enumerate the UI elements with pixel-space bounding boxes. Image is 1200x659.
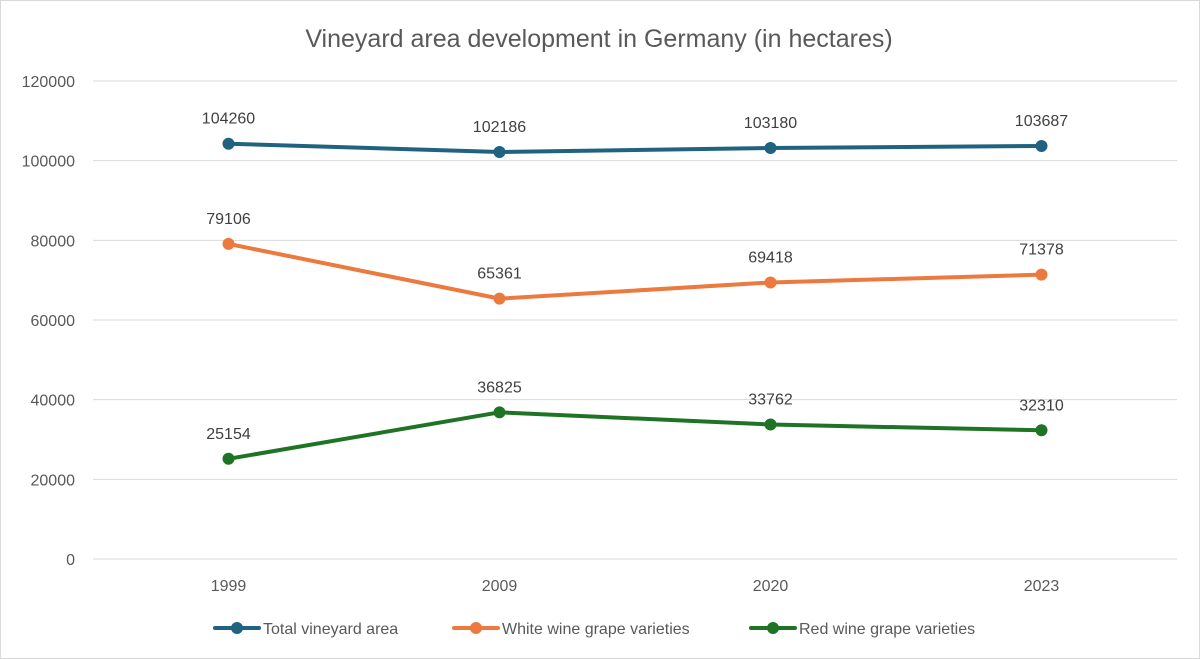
y-tick-label: 100000 (22, 154, 75, 171)
data-point (1035, 139, 1048, 152)
y-tick-label: 120000 (22, 74, 75, 91)
series-2 (222, 237, 1048, 305)
data-labels: 104260 102186 103180 103687 79106 65361 69418 7… (202, 111, 1068, 443)
series-3 (222, 406, 1048, 465)
y-axis-tick-labels: 0 20000 40000 60000 80000 100000 120000 (22, 74, 75, 569)
data-label: 102186 (473, 119, 526, 136)
y-tick-label: 40000 (31, 393, 76, 410)
y-tick-label: 20000 (31, 472, 76, 489)
data-label: 69418 (748, 249, 793, 266)
series-line (226, 410, 1044, 461)
data-label: 33762 (748, 392, 793, 409)
gridlines (93, 80, 1177, 560)
x-axis-tick-labels: 1999 2009 2020 2023 (211, 578, 1060, 595)
data-point (1035, 424, 1048, 437)
legend-swatch-marker (231, 622, 243, 634)
data-point (764, 141, 777, 154)
x-tick-label: 2009 (482, 578, 518, 595)
data-point (493, 292, 506, 305)
legend-label: Total vineyard area (263, 621, 398, 638)
series-line (226, 241, 1044, 301)
y-tick-label: 0 (66, 552, 75, 569)
data-label: 103687 (1015, 113, 1068, 130)
series-line (226, 141, 1044, 154)
legend: Total vineyard area White wine grape vari… (213, 621, 975, 638)
data-point (764, 276, 777, 289)
x-tick-label: 1999 (211, 578, 247, 595)
data-point (764, 418, 777, 431)
data-point (493, 406, 506, 419)
legend-label: White wine grape varieties (502, 621, 690, 638)
series-lines (222, 137, 1048, 465)
data-label: 36825 (477, 379, 522, 396)
legend-swatch-marker (470, 622, 482, 634)
data-label: 104260 (202, 111, 255, 128)
data-point (222, 137, 235, 150)
legend-item: Total vineyard area (213, 621, 398, 638)
data-label: 71378 (1019, 242, 1064, 259)
x-tick-label: 2023 (1024, 578, 1060, 595)
y-tick-label: 80000 (31, 233, 76, 250)
legend-item: Red wine grape varieties (749, 621, 975, 638)
y-tick-label: 60000 (31, 313, 76, 330)
series-1 (222, 137, 1048, 158)
data-point (222, 237, 235, 250)
x-tick-label: 2020 (753, 578, 789, 595)
legend-item: White wine grape varieties (452, 621, 690, 638)
data-point (1035, 268, 1048, 281)
data-label: 25154 (206, 426, 251, 443)
data-label: 79106 (206, 211, 251, 228)
data-point (222, 452, 235, 465)
data-label: 103180 (744, 115, 797, 132)
data-point (493, 145, 506, 158)
data-label: 65361 (477, 266, 522, 283)
chart-title: Vineyard area development in Germany (in… (305, 25, 892, 53)
legend-swatch-marker (767, 622, 779, 634)
data-label: 32310 (1019, 397, 1064, 414)
legend-label: Red wine grape varieties (799, 621, 975, 638)
